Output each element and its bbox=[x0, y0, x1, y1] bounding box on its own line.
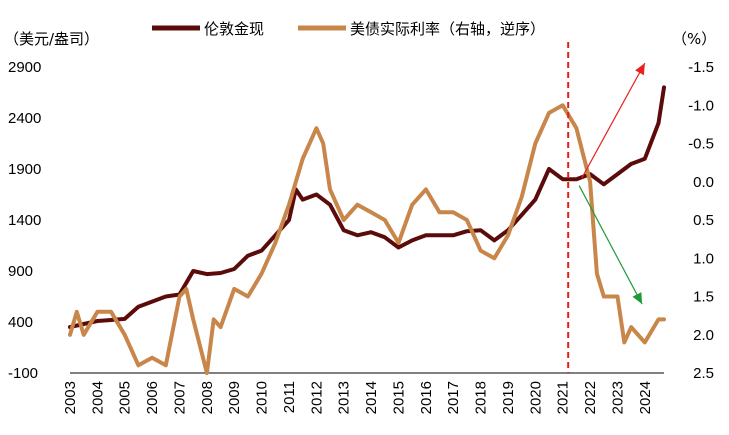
arrow-up bbox=[581, 62, 646, 179]
right-axis-unit: （%） bbox=[672, 30, 716, 48]
arrow-down bbox=[578, 185, 643, 305]
right-tick-label: -1.5 bbox=[688, 59, 714, 76]
x-tick-label: 2021 bbox=[555, 381, 572, 414]
series-line-real-rate bbox=[68, 103, 666, 375]
x-tick-label: 2006 bbox=[144, 381, 161, 414]
x-tick-label: 2018 bbox=[473, 381, 490, 414]
x-tick-label: 2010 bbox=[254, 381, 271, 414]
x-tick-label: 2014 bbox=[363, 381, 380, 414]
x-tick-label: 2011 bbox=[281, 381, 298, 413]
left-tick-label: 2400 bbox=[8, 110, 41, 127]
right-tick-label: 2.5 bbox=[693, 365, 714, 382]
left-tick-label: 1400 bbox=[8, 212, 41, 229]
x-tick-label: 2015 bbox=[390, 381, 407, 414]
x-tick-label: 2012 bbox=[308, 381, 325, 414]
right-axis: -1.5 -1.0 -0.5 0.0 0.5 1.0 1.5 2.0 2.5 bbox=[688, 59, 714, 382]
x-tick-label: 2017 bbox=[445, 381, 462, 414]
right-tick-label: 1.0 bbox=[693, 250, 714, 267]
x-tick-label: 2019 bbox=[500, 381, 517, 414]
left-tick-label: 2900 bbox=[8, 59, 41, 76]
x-tick-label: 2008 bbox=[199, 381, 216, 414]
right-tick-label: 0.0 bbox=[693, 174, 714, 191]
left-tick-label: 400 bbox=[8, 314, 33, 331]
left-tick-label: 900 bbox=[8, 263, 33, 280]
series-line-gold bbox=[68, 85, 666, 330]
x-tick-label: 2022 bbox=[582, 381, 599, 414]
right-tick-label: 1.5 bbox=[693, 289, 714, 306]
arrow-down-head bbox=[632, 292, 643, 305]
legend-label-gold: 伦敦金现 bbox=[204, 20, 264, 38]
x-tick-label: 2004 bbox=[89, 381, 106, 414]
x-tick-label: 2003 bbox=[62, 381, 79, 414]
right-tick-label: 0.5 bbox=[693, 212, 714, 229]
x-tick-label: 2016 bbox=[418, 381, 435, 414]
x-tick-label: 2009 bbox=[226, 381, 243, 414]
right-tick-label: 2.0 bbox=[693, 327, 714, 344]
x-tick-label: 2020 bbox=[527, 381, 544, 414]
x-tick-label: 2013 bbox=[336, 381, 353, 414]
plot-area bbox=[68, 42, 666, 375]
left-tick-label: -100 bbox=[8, 365, 38, 382]
x-tick-label: 2005 bbox=[117, 381, 134, 414]
arrow-up-head bbox=[635, 63, 645, 76]
legend-label-real-rate: 美债实际利率（右轴，逆序） bbox=[350, 20, 545, 38]
right-tick-label: -0.5 bbox=[688, 136, 714, 153]
right-tick-label: -1.0 bbox=[688, 97, 714, 114]
x-tick-label: 2023 bbox=[609, 381, 626, 414]
left-tick-label: 1900 bbox=[8, 161, 41, 178]
x-tick-label: 2024 bbox=[637, 381, 654, 414]
legend: 伦敦金现 美债实际利率（右轴，逆序） bbox=[152, 20, 545, 38]
left-axis: 2900 2400 1900 1400 900 400 -100 bbox=[8, 59, 41, 382]
left-axis-unit: （美元/盎司） bbox=[4, 30, 99, 48]
x-tick-label: 2007 bbox=[171, 381, 188, 414]
x-axis: 2003 2004 2005 2006 2007 2008 2009 2010 2011 2012… bbox=[62, 372, 664, 414]
